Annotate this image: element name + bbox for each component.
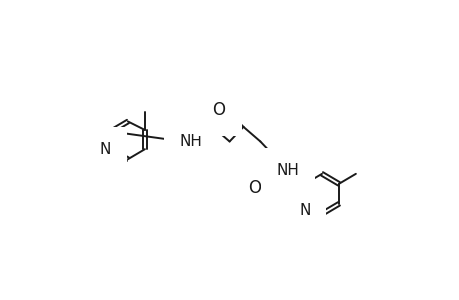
- Text: O: O: [212, 101, 225, 119]
- Text: NH: NH: [276, 163, 299, 178]
- Text: N: N: [100, 142, 111, 158]
- Text: N: N: [299, 202, 310, 217]
- Text: NH: NH: [179, 134, 202, 149]
- Text: O: O: [247, 179, 260, 197]
